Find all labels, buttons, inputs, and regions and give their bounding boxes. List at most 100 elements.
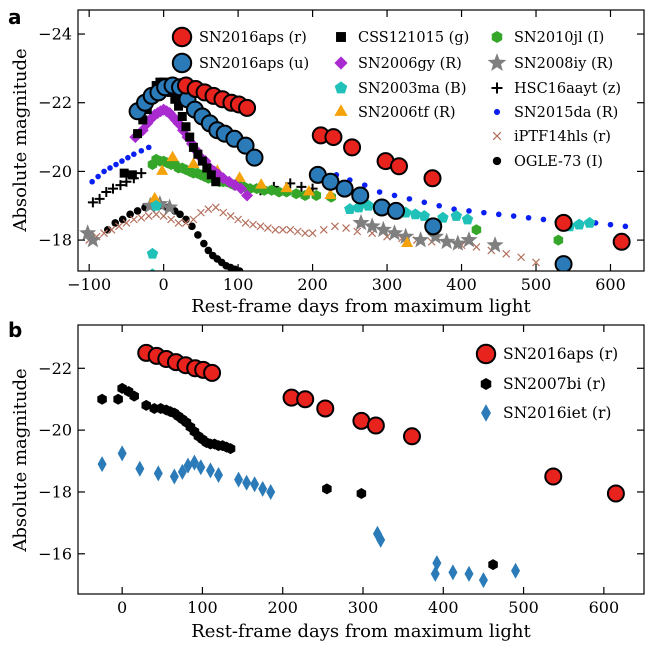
panel-a-x-tick-label: 500 [521,275,552,294]
panel-a-legend-entry-hsc16aayt-z: HSC16aayt (z) [491,81,621,97]
panel-a-x-tick-label: 300 [372,275,403,294]
panel-a-point-iptf14hls-r [342,224,351,232]
panel-b-plot-area [97,343,625,589]
panel-a-legend-label: SN2006gy (R) [358,56,462,72]
panel-a-point-sn2015da-r [101,168,107,175]
panel-b-point-sn2016aps-r [203,363,222,382]
panel-a-legend-label: SN2006tf (R) [358,105,456,121]
panel-b-letter: b [8,318,22,342]
panel-a-point-sn2015da-r [89,178,95,185]
panel-a: a −100 0 100 200 300 400 500 600 −24 −22 −20 −18 Re… [8,5,645,317]
panel-a-point-sn2006tf-r [233,171,246,182]
panel-a-point-iptf14hls-r [152,210,161,219]
panel-a-point-sn2006tf-r [302,185,315,196]
panel-a-legend-label: SN2016aps (r) [199,30,307,46]
panel-b-point-sn2016iet-r [117,445,127,462]
panel-a-point-css121015-g [127,170,137,180]
panel-a-series-sn2006gy-r [129,103,254,202]
panel-a-legend-label: OGLE-73 (I) [514,154,603,170]
panel-a-point-sn2003ma-b [461,213,474,225]
panel-a-point-sn2003ma-b [344,203,356,215]
panel-a-ticks: −100 0 100 200 300 400 500 600 −24 −22 −20 −18 [38,10,644,294]
panel-a-point-css121015-g [119,168,129,178]
panel-a-point-iptf14hls-r [278,225,287,234]
panel-a-point-iptf14hls-r [293,227,302,236]
panel-a-point-ogle-73-i [176,210,184,219]
panel-a-x-tick-label: 600 [595,275,626,294]
panel-a-point-sn2008iy-r [79,224,97,241]
panel-a-point-iptf14hls-r [271,225,280,234]
panel-a-point-hsc16aayt-z [136,168,147,179]
panel-a-point-iptf14hls-r [219,208,228,217]
panel-b-x-tick-label: 100 [187,598,218,617]
panel-a-point-sn2003ma-b [418,210,431,221]
panel-a-point-sn2015da-r [406,196,413,202]
panel-a-legend-label: iPTF14hls (r) [514,129,611,145]
panel-a-point-sn2015da-r [540,216,547,223]
panel-a-point-sn2016aps-r [554,213,573,232]
panel-a-point-iptf14hls-r [256,222,265,231]
panel-b-point-sn2016iet-r [258,480,268,497]
panel-a-letter: a [8,5,22,29]
panel-a-point-hsc16aayt-z [94,193,105,204]
panel-b-x-tick-label: 300 [348,598,379,617]
panel-a-point-css121015-g [177,111,187,121]
panel-b-point-sn2016aps-r [606,484,625,503]
panel-a-point-sn2015da-r [138,148,145,154]
panel-a-legend-entry-sn2010jl-i: SN2010jl (I) [491,30,604,46]
panel-a-point-css121015-g [185,132,195,142]
panel-a-frame [77,9,645,272]
panel-a-point-sn2015da-r [622,223,629,230]
panel-b-legend: SN2016aps (r) SN2007bi (r) SN2016iet (r) [475,343,618,422]
panel-b-point-sn2016iet-r [169,468,179,485]
panel-a-point-sn2003ma-b [583,216,596,228]
panel-a-point-ogle-73-i [126,210,134,219]
panel-a-legend-entry-sn2003ma-b: SN2003ma (B) [334,81,467,97]
panel-b-series-sn2016iet-r [97,445,521,589]
panel-b: b 0 100 200 300 400 500 600 −22 −20 −18 −16 Rest-f… [8,318,645,642]
panel-a-point-sn2015da-r [107,165,113,171]
panel-a-point-iptf14hls-r [115,222,123,231]
panel-a-point-hsc16aayt-z [296,181,307,192]
panel-a-legend-entry-sn2008iy-r: SN2008iy (R) [487,53,613,72]
panel-a-point-sn2006tf-r [255,178,268,189]
panel-a-point-sn2015da-r [421,199,428,206]
panel-a-point-sn2008iy-r [438,232,456,250]
panel-a-legend-label: HSC16aayt (z) [514,81,621,97]
panel-a-point-css121015-g [206,170,216,180]
panel-a-point-sn2008iy-r [449,234,467,251]
panel-a-point-ogle-73-i [188,222,196,231]
panel-a-point-sn2015da-r [510,213,517,219]
panel-b-point-sn2016iet-r [196,459,206,476]
panel-b-point-sn2016iet-r [376,531,386,548]
panel-b-y-tick-label: −16 [38,544,72,563]
panel-b-legend-marker-sn2007bi-r [480,377,492,391]
panel-b-frame [77,324,645,595]
panel-a-point-iptf14hls-r [137,213,146,222]
panel-a-legend-entry-sn2006gy-r: SN2006gy (R) [334,56,462,72]
panel-a-point-sn2008iy-r [161,198,179,215]
panel-a-point-sn2006tf-r [148,191,161,203]
panel-a-x-tick-label: 0 [159,275,169,294]
panel-a-legend-label: SN2003ma (B) [358,81,467,97]
panel-a-point-sn2015da-r [131,151,137,158]
panel-a-legend-label: SN2008iy (R) [514,56,613,72]
panel-b-point-sn2016iet-r [464,565,474,582]
panel-a-point-css121015-g [138,115,148,125]
panel-a-point-sn2016aps-r [324,128,343,147]
panel-b-point-sn2016aps-r [544,467,563,486]
panel-a-x-tick-label: −100 [67,275,111,294]
panel-b-legend-label: SN2016iet (r) [503,404,611,422]
panel-a-point-sn2016aps-u [236,136,255,155]
panel-a-point-sn2006tf-r [156,164,169,175]
panel-a-point-iptf14hls-r [211,203,220,212]
panel-b-x-tick-label: 400 [428,598,459,617]
panel-a-point-sn2016aps-u [321,172,340,191]
panel-a-point-iptf14hls-r [167,215,176,224]
panel-a-point-sn2015da-r [495,211,502,218]
panel-a-point-css121015-g [170,94,180,104]
panel-a-point-sn2008iy-r [374,220,392,238]
panel-a-point-sn2015da-r [391,192,398,199]
